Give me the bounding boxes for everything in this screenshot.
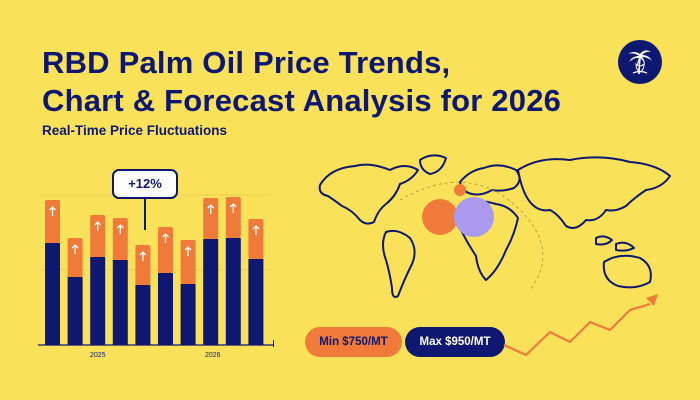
title-line-2: Chart & Forecast Analysis for 2026 bbox=[42, 83, 562, 118]
world-map-icon bbox=[318, 154, 671, 298]
up-arrow-icon bbox=[71, 244, 79, 254]
supply-region-circle bbox=[422, 199, 458, 235]
bar-segment-increase bbox=[112, 218, 128, 260]
bar-segment-base bbox=[112, 260, 128, 345]
bar-segment-increase bbox=[135, 245, 151, 285]
year-label-2025: 2025 bbox=[90, 352, 106, 359]
hub-marker bbox=[454, 184, 466, 196]
bar-segment-base bbox=[45, 243, 60, 345]
bar-segment-base bbox=[248, 259, 264, 345]
up-arrow-icon bbox=[116, 224, 124, 234]
bar-segment-increase bbox=[45, 200, 60, 243]
bar-segment-base bbox=[67, 277, 83, 345]
demand-region-circle bbox=[454, 197, 494, 237]
up-arrow-icon bbox=[49, 206, 56, 216]
up-arrow-icon bbox=[184, 246, 192, 256]
bar-segment-increase bbox=[158, 227, 173, 273]
badge-pointer bbox=[144, 196, 146, 230]
min-price-pill: Min $750/MT bbox=[305, 327, 402, 357]
axis-end-tick bbox=[273, 340, 274, 347]
up-arrow-icon bbox=[94, 221, 102, 231]
change-badge: +12% bbox=[112, 169, 178, 199]
bar-segment-base bbox=[180, 284, 196, 345]
bar-segment-increase bbox=[90, 215, 106, 257]
bar-segment-base bbox=[158, 273, 173, 345]
up-arrow-icon bbox=[207, 204, 215, 214]
trend-arrow-icon bbox=[503, 294, 658, 357]
bar-segment-base bbox=[225, 238, 241, 345]
bar-segment-increase bbox=[225, 197, 241, 238]
bar-segment-base bbox=[90, 257, 106, 345]
bar-segment-increase bbox=[248, 219, 264, 259]
page-title: RBD Palm Oil Price Trends, Chart & Forec… bbox=[42, 44, 622, 120]
up-arrow-icon bbox=[252, 225, 260, 235]
up-arrow-icon bbox=[162, 233, 169, 243]
bar-segment-increase bbox=[203, 198, 219, 239]
bar-segment-base bbox=[203, 239, 219, 345]
up-arrow-icon bbox=[139, 251, 147, 261]
price-bar-chart bbox=[38, 194, 274, 346]
title-line-1: RBD Palm Oil Price Trends, bbox=[42, 45, 451, 80]
up-arrow-icon bbox=[229, 203, 237, 213]
bar-segment-increase bbox=[180, 240, 196, 284]
bar-segment-increase bbox=[67, 238, 83, 277]
page-subtitle: Real-Time Price Fluctuations bbox=[42, 123, 228, 138]
bar-segment-base bbox=[135, 285, 151, 345]
palm-tree-logo-icon bbox=[618, 40, 662, 84]
max-price-pill: Max $950/MT bbox=[405, 327, 505, 357]
year-label-2026: 2026 bbox=[205, 352, 221, 359]
